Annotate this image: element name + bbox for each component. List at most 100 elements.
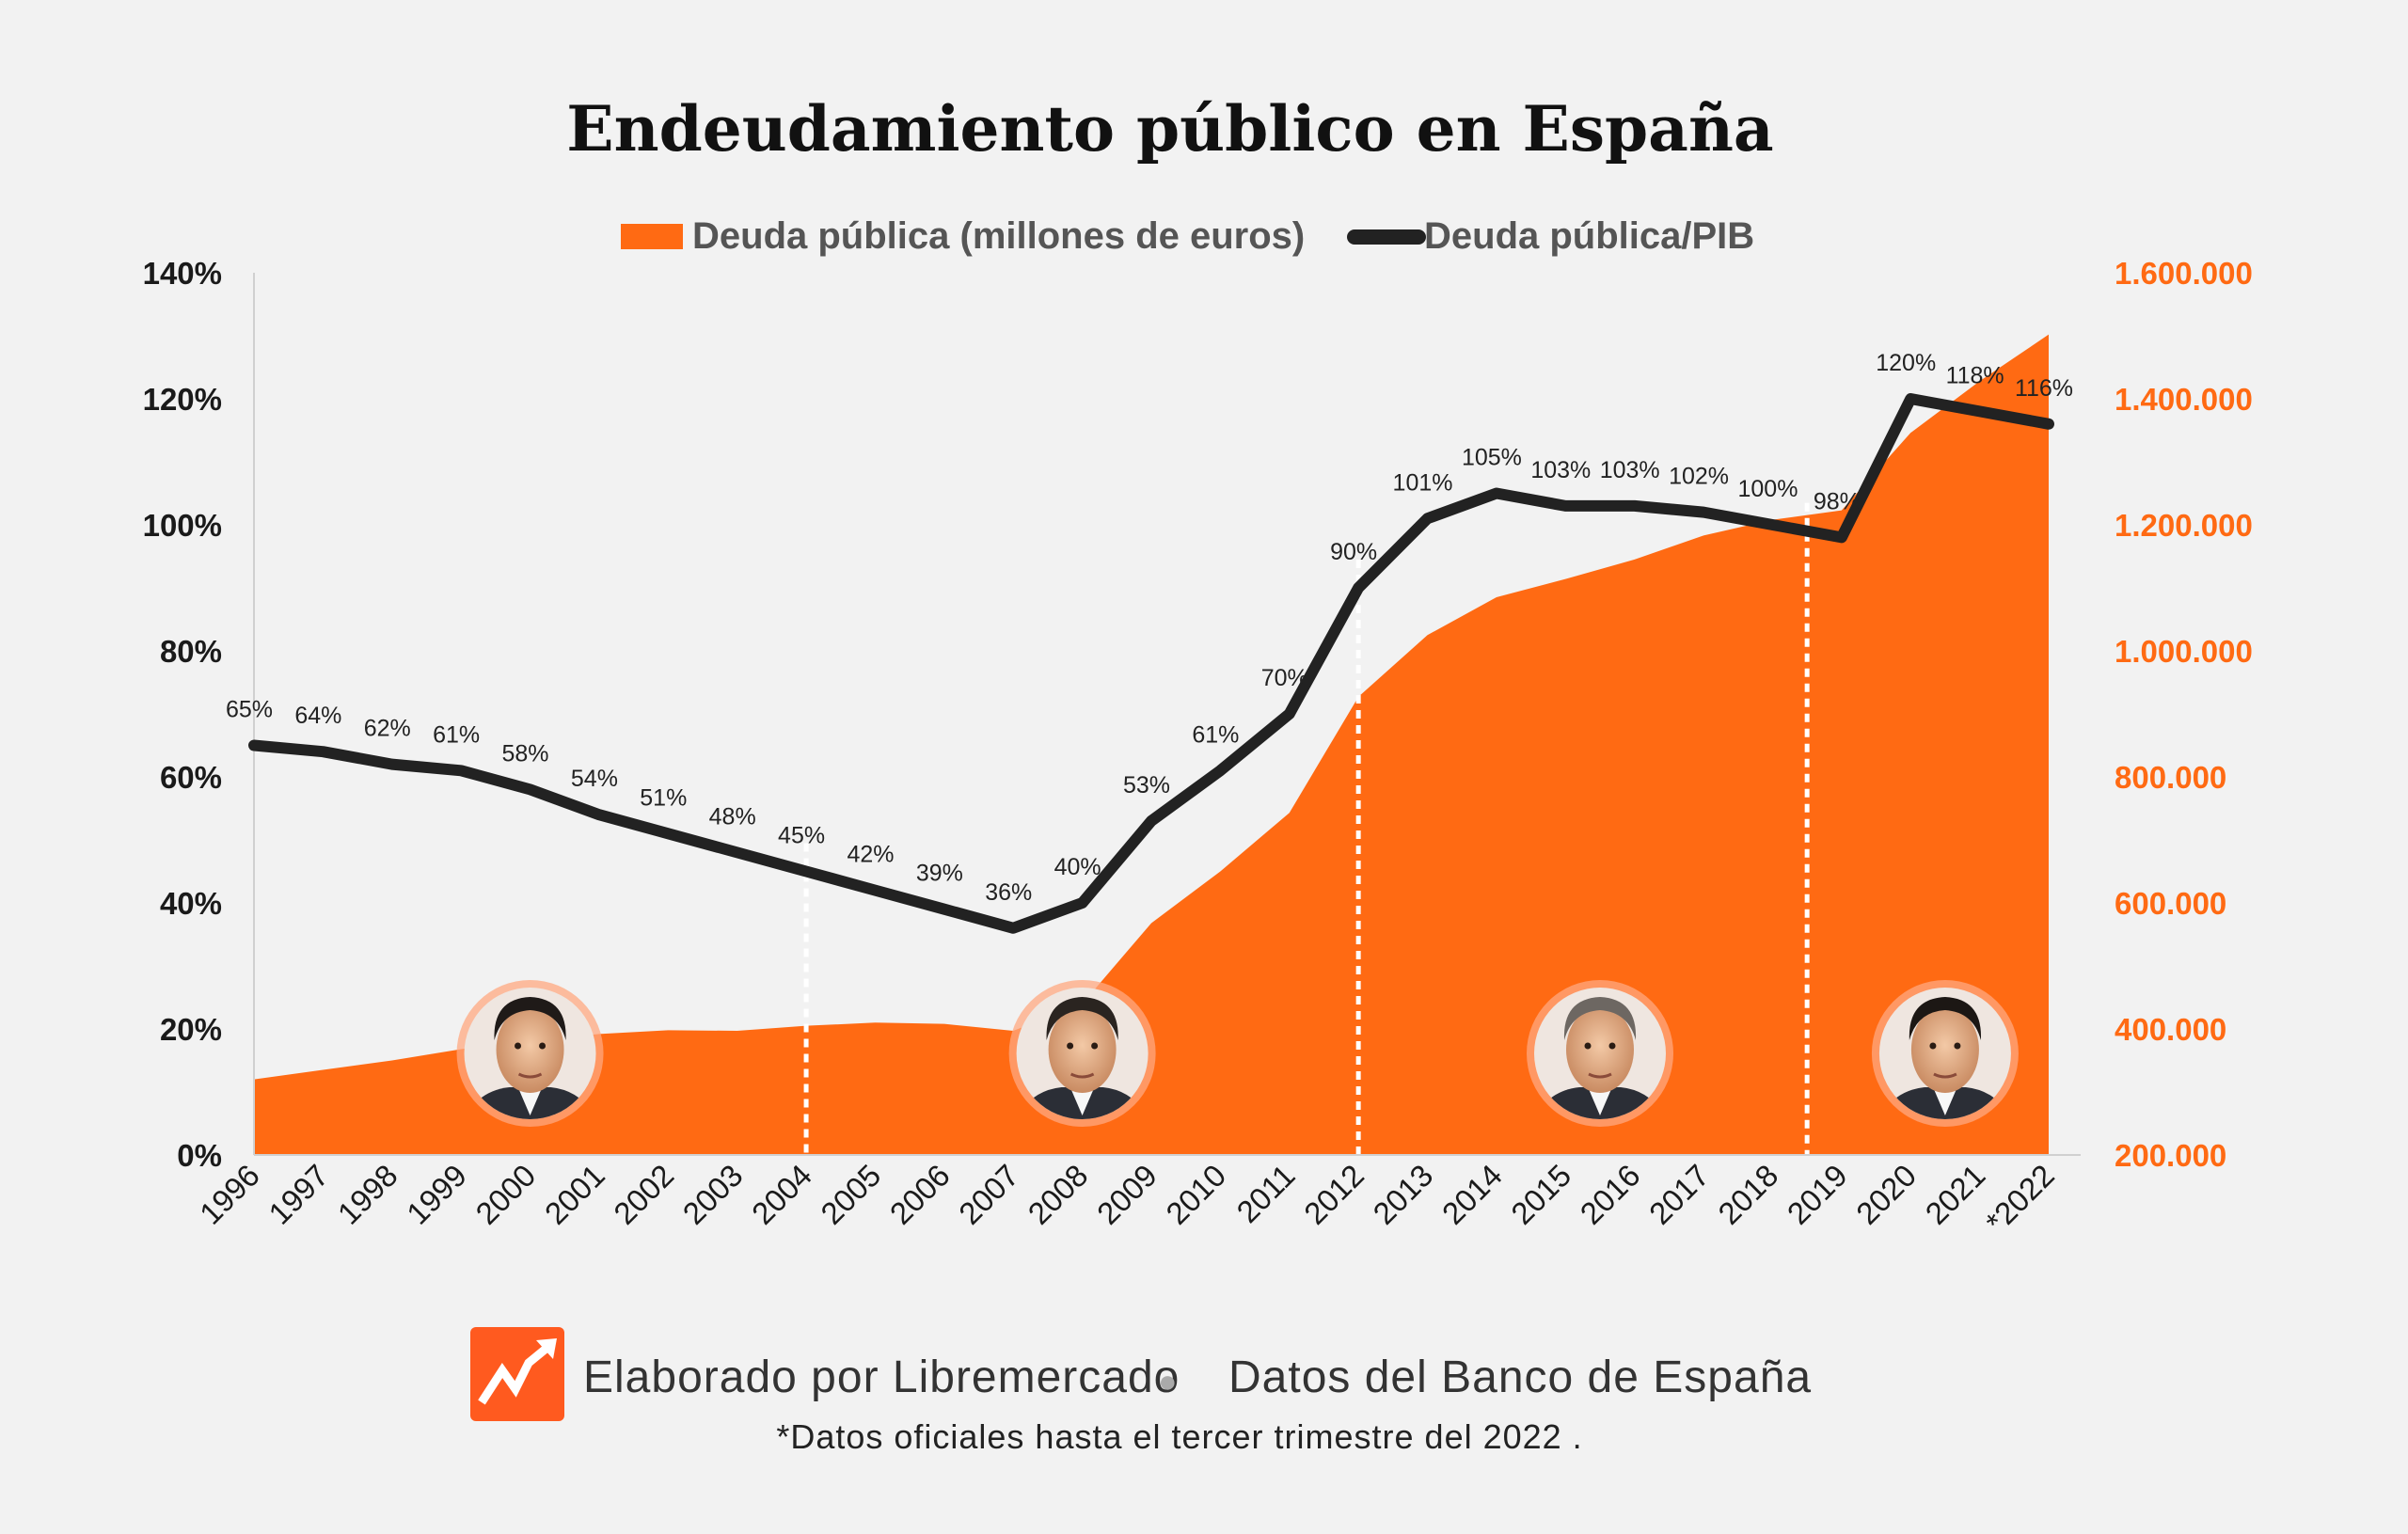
legend-label-line: Deuda pública/PIB (1424, 215, 1754, 257)
portrait-face (1048, 1006, 1117, 1093)
portrait-eye-left (515, 1042, 522, 1050)
x-tick-label: 2017 (1642, 1158, 1716, 1231)
data-label-2007: 36% (985, 879, 1032, 906)
data-label-2008: 40% (1054, 854, 1101, 880)
x-tick-label: 2001 (538, 1158, 611, 1231)
data-label-2009: 53% (1123, 772, 1170, 799)
x-tick-label: 2003 (676, 1158, 750, 1231)
portrait-eye-right (1954, 1042, 1961, 1050)
x-tick-label: 2018 (1711, 1158, 1784, 1231)
portrait-shirt (1070, 1089, 1094, 1115)
x-tick-label: 1999 (400, 1158, 473, 1231)
x-tick-label: 2016 (1574, 1158, 1647, 1231)
data-label-1996: 65% (226, 697, 273, 723)
y-right-tick-label: 1.200.000 (2115, 508, 2253, 543)
data-label-2011: 70% (1261, 665, 1308, 691)
portrait-eye-right (1091, 1042, 1099, 1050)
x-tick-label: 2008 (1021, 1158, 1094, 1231)
legend-swatch-area (621, 224, 683, 249)
data-label-2015: 103% (1530, 457, 1591, 483)
y-left-tick-label: 120% (143, 382, 222, 417)
portrait-1 (456, 980, 604, 1127)
portrait-mouth (1933, 1072, 1957, 1079)
portrait-3 (1527, 980, 1673, 1127)
data-label-2014: 105% (1462, 445, 1522, 471)
data-label-2018: 100% (1737, 476, 1798, 502)
portrait-4 (1871, 980, 2019, 1127)
debt-to-gdp-line (248, 393, 2054, 934)
chart-zigzag-icon (470, 1327, 564, 1421)
area-series (254, 334, 2049, 1155)
data-label-2004: 45% (778, 823, 825, 849)
y-right-tick-label: 800.000 (2115, 760, 2226, 795)
axes (253, 273, 2081, 1156)
government-dividers (803, 502, 1810, 1155)
x-tick-label: 2012 (1297, 1158, 1370, 1231)
data-label-2003: 48% (709, 803, 756, 830)
data-label-1998: 62% (364, 716, 411, 742)
portrait-face (496, 1006, 564, 1093)
data-label-2010: 61% (1192, 721, 1239, 748)
y-left-tick-label: 80% (160, 634, 222, 669)
portrait-eye-left (1584, 1042, 1592, 1050)
y-right-tick-label: 1.600.000 (2115, 256, 2253, 291)
data-label-2005: 42% (847, 842, 894, 868)
portrait-hair (494, 997, 566, 1040)
legend-label-area: Deuda pública (millones de euros) (692, 215, 1305, 257)
data-label-2002: 51% (640, 784, 687, 811)
y-axis-left: 0% 20% 40% 60% 80% 100% 120% 140% (143, 256, 222, 1173)
y-left-tick-label: 140% (143, 256, 222, 291)
y-right-tick-label: 600.000 (2115, 886, 2226, 921)
portrait-mouth (1069, 1072, 1095, 1079)
portrait-hair (1563, 997, 1637, 1040)
y-right-tick-label: 200.000 (2115, 1138, 2226, 1173)
x-tick-label: 2002 (607, 1158, 680, 1231)
x-tick-label: 2007 (952, 1158, 1025, 1231)
x-tick-label: 2004 (745, 1158, 818, 1231)
x-tick-label: 2021 (1918, 1158, 1991, 1231)
footer-separator: ● (1158, 1364, 1178, 1400)
x-tick-label: 2009 (1090, 1158, 1164, 1231)
data-label-2013: 101% (1393, 469, 1453, 496)
x-tick-label: 2011 (1229, 1158, 1301, 1229)
x-tick-label: 2000 (468, 1158, 542, 1231)
portrait-hair (1909, 997, 1982, 1040)
data-label-2020: 120% (1876, 350, 1936, 376)
portrait-mouth (1588, 1072, 1612, 1079)
legend: Deuda pública (millones de euros) Deuda … (621, 215, 1754, 257)
portrait-eye-left (1067, 1042, 1074, 1050)
y-right-tick-label: 1.400.000 (2115, 382, 2253, 417)
portrait-mouth (517, 1072, 543, 1079)
data-label-2001: 54% (571, 766, 618, 792)
data-label-1999: 61% (433, 721, 480, 748)
x-tick-label: 1997 (261, 1158, 335, 1231)
y-left-tick-label: 100% (143, 508, 222, 543)
data-label-1997: 64% (294, 703, 341, 729)
debt-area (254, 334, 2049, 1155)
data-label-2012: 90% (1330, 539, 1377, 565)
portrait-shirt (1589, 1089, 1611, 1115)
footer-source: Datos del Banco de España (1228, 1352, 1812, 1402)
footer: Elaborado por Libremercado ● Datos del B… (470, 1327, 1812, 1456)
portrait-face (1910, 1006, 1979, 1093)
x-tick-label: 2019 (1781, 1158, 1854, 1231)
x-tick-label: 2010 (1159, 1158, 1232, 1231)
line-series (248, 393, 2054, 934)
x-tick-label: 2005 (814, 1158, 887, 1231)
y-left-tick-label: 40% (160, 886, 222, 921)
x-tick-label: 2006 (883, 1158, 957, 1231)
portrait-hair (1046, 997, 1118, 1040)
portrait-eye-left (1929, 1042, 1937, 1050)
data-label-2021: 118% (1946, 362, 2004, 388)
y-left-tick-label: 60% (160, 760, 222, 795)
footer-credit: Elaborado por Libremercado (583, 1352, 1180, 1402)
data-labels: 65% 64% 62% 61% 58% 54% 51% 48% 45% 42% 39% 36% 40% 5… (226, 350, 2073, 906)
portrait-shirt (518, 1089, 542, 1115)
x-tick-label: *2022 (1979, 1158, 2061, 1240)
portrait-eye-right (539, 1042, 547, 1050)
portrait-face (1566, 1006, 1634, 1093)
portrait-shirt (1933, 1089, 1956, 1115)
data-label-2019: 98% (1814, 488, 1861, 514)
data-label-2006: 39% (916, 861, 963, 887)
